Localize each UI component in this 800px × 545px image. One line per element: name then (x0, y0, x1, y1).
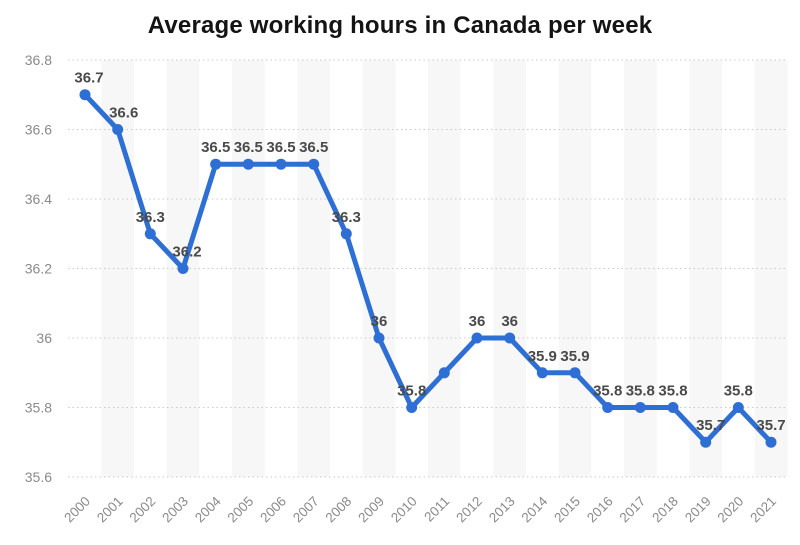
data-point-2006[interactable] (275, 158, 287, 170)
y-axis-tick-label: 35.6 (25, 469, 52, 485)
data-point-label: 35.7 (756, 417, 785, 434)
x-axis-tick-label: 2019 (682, 494, 714, 526)
y-axis-tick-label: 36.2 (25, 261, 52, 277)
data-point-label: 36 (501, 313, 518, 330)
data-point-2011[interactable] (438, 367, 450, 379)
data-point-label: 35.7 (696, 417, 725, 434)
chart-title: Average working hours in Canada per week (147, 12, 653, 39)
data-point-2017[interactable] (634, 402, 646, 413)
x-axis-tick-label: 2008 (323, 494, 355, 526)
data-point-2004[interactable] (210, 158, 222, 170)
data-point-2001[interactable] (112, 124, 124, 135)
x-axis-tick-label: 2011 (421, 494, 452, 525)
x-axis-tick-label: 2015 (551, 494, 583, 526)
data-point-2009[interactable] (373, 332, 385, 344)
data-point-label: 36.3 (136, 209, 165, 226)
data-point-label: 35.9 (560, 348, 589, 365)
data-point-2005[interactable] (242, 158, 254, 170)
data-point-2019[interactable] (700, 436, 712, 448)
y-axis-tick-label: 35.8 (25, 400, 52, 416)
x-axis-tick-label: 2021 (747, 494, 779, 526)
data-point-label: 36.6 (109, 105, 138, 122)
data-point-2020[interactable] (732, 402, 744, 413)
data-point-2008[interactable] (340, 228, 352, 240)
x-axis-tick-label: 2003 (159, 494, 191, 526)
data-point-label: 36.5 (266, 139, 295, 156)
x-axis-tick-label: 2006 (257, 494, 289, 526)
data-point-label: 36.5 (299, 139, 328, 156)
data-point-2016[interactable] (602, 402, 614, 413)
data-point-2021[interactable] (765, 436, 777, 448)
data-point-label: 35.8 (626, 383, 655, 400)
data-point-2014[interactable] (536, 367, 548, 379)
x-axis-tick-label: 2005 (225, 494, 257, 526)
x-axis-tick-label: 2004 (192, 493, 224, 525)
data-point-label: 35.8 (593, 383, 622, 400)
y-axis-tick-label: 36 (36, 330, 52, 346)
data-point-label: 36.7 (74, 70, 103, 87)
y-axis-tick-label: 36.6 (25, 122, 52, 138)
data-point-label: 35.8 (724, 383, 753, 400)
x-axis-tick-label: 2017 (617, 494, 649, 526)
x-axis-tick-label: 2009 (355, 494, 387, 526)
data-point-label: 36 (469, 313, 486, 330)
data-point-label: 35.9 (528, 348, 557, 365)
series-line (82, 92, 774, 445)
x-axis-tick-label: 2010 (388, 494, 420, 526)
y-axis-tick-label: 36.8 (25, 52, 52, 68)
y-axis-tick-label: 36.4 (25, 191, 52, 207)
data-point-2012[interactable] (471, 332, 483, 344)
x-axis-tick-label: 2012 (453, 494, 485, 526)
data-point-label: 35.8 (658, 383, 687, 400)
data-point-2010[interactable] (406, 402, 418, 413)
data-point-label: 36 (371, 313, 388, 330)
x-axis-tick-label: 2001 (94, 494, 126, 526)
x-axis-tick-label: 2002 (127, 494, 159, 526)
data-point-2007[interactable] (308, 158, 320, 170)
x-axis-tick-label: 2018 (649, 494, 681, 526)
data-point-2018[interactable] (667, 402, 679, 413)
data-point-label: 36.5 (201, 139, 230, 156)
x-axis-tick-label: 2020 (715, 494, 747, 526)
data-point-2000[interactable] (79, 89, 91, 101)
data-point-label: 36.2 (172, 244, 201, 261)
data-point-2015[interactable] (569, 367, 581, 379)
x-axis-tick-label: 2007 (290, 494, 322, 526)
data-point-label: 35.8 (397, 383, 426, 400)
data-point-label: 36.3 (332, 209, 361, 226)
data-point-2003[interactable] (177, 263, 189, 274)
data-point-2013[interactable] (504, 332, 516, 344)
x-axis-tick-label: 2013 (486, 494, 518, 526)
data-point-2002[interactable] (144, 228, 156, 240)
x-axis-tick-label: 2016 (584, 494, 616, 526)
data-point-label: 36.5 (234, 139, 263, 156)
x-axis-tick-label: 2000 (61, 494, 93, 526)
x-axis-tick-label: 2014 (519, 493, 551, 525)
